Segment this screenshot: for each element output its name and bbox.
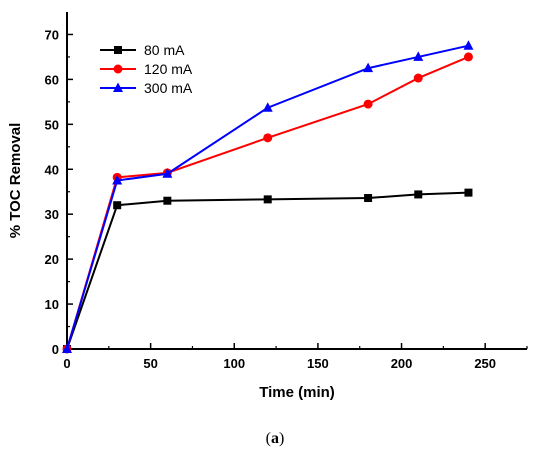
y-tick-label: 60 [45, 72, 59, 87]
series-line [66, 191, 469, 350]
data-point [162, 168, 173, 178]
series-80-ma [63, 188, 473, 353]
data-point [262, 102, 273, 112]
legend-marker [113, 82, 123, 92]
data-point [414, 190, 423, 199]
caption-open: ( [265, 430, 271, 447]
caption-letter: a [271, 430, 279, 447]
legend-entry: 120 mA [100, 61, 193, 77]
legend-label: 120 mA [144, 61, 193, 77]
data-point [113, 201, 122, 210]
x-tick-label: 200 [391, 356, 413, 371]
y-tick-label: 40 [45, 162, 59, 177]
data-point [263, 133, 273, 143]
data-point [363, 62, 374, 73]
data-point [413, 51, 424, 61]
y-tick-label: 50 [45, 117, 59, 132]
y-tick-label: 70 [45, 27, 59, 42]
data-point [463, 52, 473, 62]
x-tick-label: 0 [63, 356, 70, 371]
caption-close: ) [279, 430, 285, 447]
y-tick-label: 30 [45, 207, 59, 222]
legend-marker [114, 46, 122, 54]
data-point [464, 188, 473, 197]
y-axis-title: % TOC Removal [7, 123, 24, 239]
y-tick-label: 10 [45, 297, 59, 312]
data-point [263, 195, 272, 204]
legend-entry: 80 mA [100, 42, 185, 58]
chart-axes: 0 10 20 30 40 50 60 70 0 50 100 150 200 250 [45, 12, 528, 371]
data-point [363, 99, 373, 109]
legend-marker [113, 64, 123, 74]
data-point [413, 73, 423, 83]
legend-label: 80 mA [144, 42, 185, 58]
line-chart: 0 10 20 30 40 50 60 70 0 50 100 150 200 250 80 mA 120 … [7, 12, 528, 401]
figure-caption: (a) [0, 430, 550, 448]
x-tick-label: 100 [223, 356, 245, 371]
x-tick-label: 150 [307, 356, 329, 371]
x-tick-label: 50 [143, 356, 157, 371]
data-point [364, 194, 373, 203]
x-axis-title: Time (min) [259, 384, 335, 401]
legend: 80 mA 120 mA 300 mA [100, 42, 193, 96]
x-tick-label: 250 [474, 356, 496, 371]
y-tick-label: 20 [45, 252, 59, 267]
series-300-ma [62, 40, 474, 353]
data-point [463, 40, 474, 50]
legend-entry: 300 mA [100, 80, 193, 96]
data-point [62, 343, 72, 353]
y-tick-label: 0 [52, 342, 59, 357]
series-layer [62, 40, 474, 354]
data-point [163, 196, 172, 205]
data-point [112, 175, 123, 185]
legend-label: 300 mA [144, 80, 193, 96]
